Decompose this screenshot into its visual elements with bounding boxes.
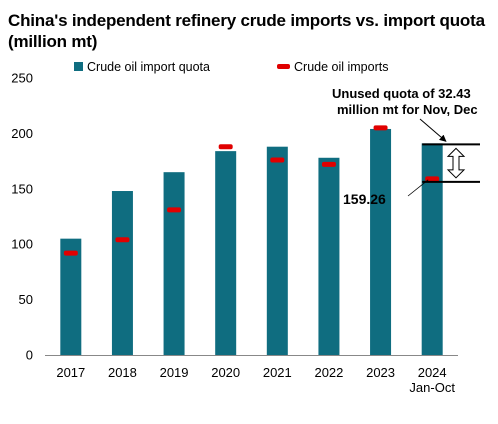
y-tick-label: 250 <box>11 71 33 86</box>
gap-double-arrow <box>446 147 466 179</box>
y-tick-label: 100 <box>11 237 33 252</box>
bar-2020 <box>215 151 237 355</box>
marker-2023 <box>373 125 388 131</box>
y-tick-label: 0 <box>26 348 33 363</box>
legend: Crude oil import quota Crude oil imports <box>74 60 388 74</box>
x-tick-label: 2021 <box>263 365 292 380</box>
annotation-line-1: Unused quota of 32.43 <box>332 86 471 101</box>
marker-2021 <box>270 157 285 163</box>
bar-2024 <box>421 143 443 355</box>
marker-2019 <box>167 207 182 213</box>
bar-series-quota <box>60 128 443 355</box>
bar-2017 <box>60 238 82 355</box>
bar-2021 <box>266 146 288 355</box>
x-tick-label: 2022 <box>314 365 343 380</box>
bar-2019 <box>163 172 185 355</box>
x-tick-label: 2023 <box>366 365 395 380</box>
x-tick-label: 2018 <box>108 365 137 380</box>
marker-2018 <box>115 237 130 243</box>
marker-2020 <box>218 144 233 150</box>
x-tick-label: 2019 <box>160 365 189 380</box>
bar-2018 <box>111 191 133 355</box>
bar-2023 <box>370 128 392 355</box>
marker-2022 <box>321 161 336 167</box>
x-tick-label: 2024 <box>418 365 447 380</box>
marker-2024 <box>425 176 440 182</box>
legend-swatch-imports <box>277 64 290 69</box>
x-tick-label: 2020 <box>211 365 240 380</box>
y-tick-label: 200 <box>11 126 33 141</box>
legend-swatch-quota <box>74 62 83 71</box>
data-label-2024-imports: 159.26 <box>343 191 386 207</box>
legend-label-imports: Crude oil imports <box>294 60 388 74</box>
chart-title: China's independent refinery crude impor… <box>8 11 485 51</box>
annotation-line-2: million mt for Nov, Dec <box>337 102 478 117</box>
bar-2022 <box>318 157 340 355</box>
y-tick-label: 50 <box>19 292 33 307</box>
marker-2017 <box>63 250 78 256</box>
y-axis: 0 50 100 150 200 250 <box>11 71 33 363</box>
unused-quota-annotation: Unused quota of 32.43 million mt for Nov… <box>332 86 480 197</box>
data-label-leader <box>407 179 429 197</box>
legend-label-quota: Crude oil import quota <box>87 60 210 74</box>
y-tick-label: 150 <box>11 181 33 196</box>
x-tick-sublabel: Jan-Oct <box>409 380 455 395</box>
marker-series-imports <box>63 125 440 256</box>
x-tick-label: 2017 <box>56 365 85 380</box>
annotation-pointer-arrow <box>419 118 447 142</box>
